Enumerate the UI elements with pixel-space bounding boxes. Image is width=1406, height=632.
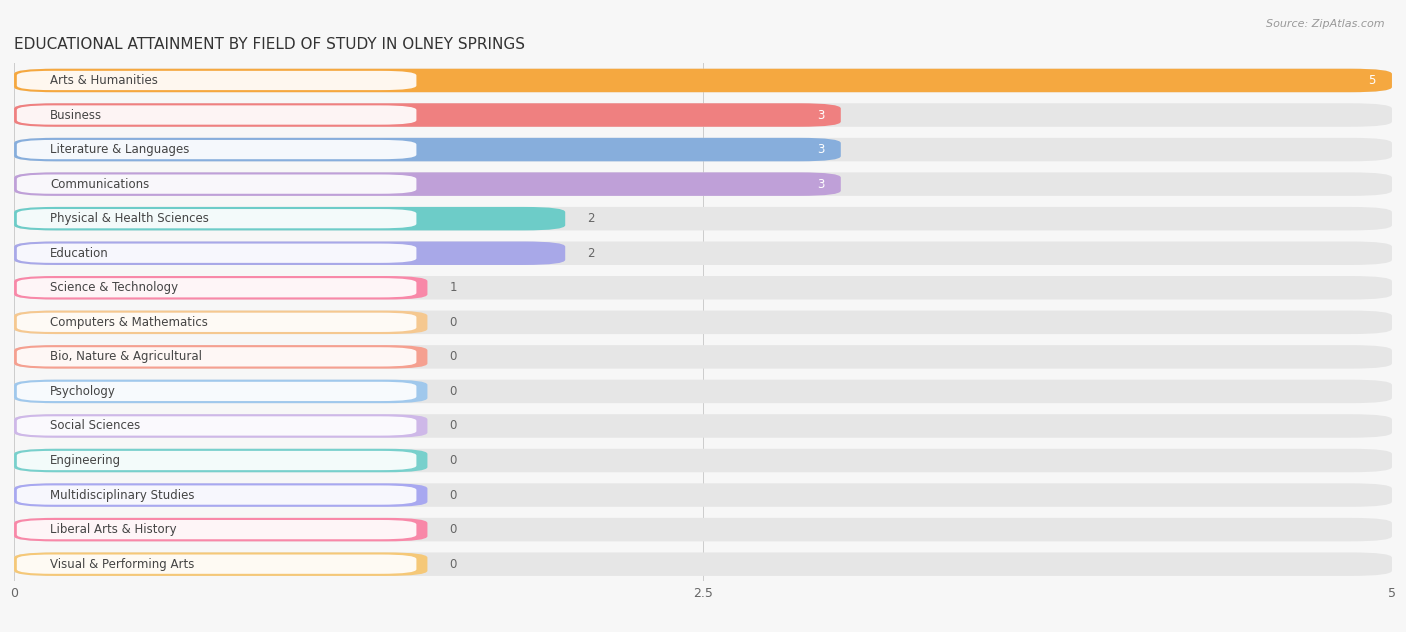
Text: 0: 0 bbox=[450, 420, 457, 432]
FancyBboxPatch shape bbox=[17, 520, 416, 539]
FancyBboxPatch shape bbox=[17, 382, 416, 401]
Text: Business: Business bbox=[49, 109, 103, 121]
FancyBboxPatch shape bbox=[14, 449, 427, 472]
FancyBboxPatch shape bbox=[14, 69, 1392, 92]
FancyBboxPatch shape bbox=[17, 278, 416, 298]
Text: Liberal Arts & History: Liberal Arts & History bbox=[49, 523, 177, 536]
Text: Multidisciplinary Studies: Multidisciplinary Studies bbox=[49, 489, 194, 502]
FancyBboxPatch shape bbox=[14, 380, 1392, 403]
FancyBboxPatch shape bbox=[17, 485, 416, 505]
FancyBboxPatch shape bbox=[14, 173, 841, 196]
FancyBboxPatch shape bbox=[14, 103, 841, 127]
Text: Literature & Languages: Literature & Languages bbox=[49, 143, 190, 156]
FancyBboxPatch shape bbox=[14, 414, 427, 438]
FancyBboxPatch shape bbox=[14, 310, 427, 334]
Text: Science & Technology: Science & Technology bbox=[49, 281, 179, 295]
Text: Visual & Performing Arts: Visual & Performing Arts bbox=[49, 557, 194, 571]
FancyBboxPatch shape bbox=[14, 449, 1392, 472]
Text: Psychology: Psychology bbox=[49, 385, 115, 398]
FancyBboxPatch shape bbox=[14, 552, 427, 576]
Text: 0: 0 bbox=[450, 557, 457, 571]
FancyBboxPatch shape bbox=[14, 138, 841, 161]
Text: 0: 0 bbox=[450, 523, 457, 536]
Text: 3: 3 bbox=[817, 109, 824, 121]
FancyBboxPatch shape bbox=[14, 483, 427, 507]
FancyBboxPatch shape bbox=[14, 207, 1392, 231]
Text: Engineering: Engineering bbox=[49, 454, 121, 467]
Text: Physical & Health Sciences: Physical & Health Sciences bbox=[49, 212, 208, 225]
FancyBboxPatch shape bbox=[17, 71, 416, 90]
FancyBboxPatch shape bbox=[14, 414, 1392, 438]
FancyBboxPatch shape bbox=[14, 173, 1392, 196]
FancyBboxPatch shape bbox=[17, 106, 416, 125]
Text: Education: Education bbox=[49, 246, 108, 260]
FancyBboxPatch shape bbox=[14, 518, 427, 542]
FancyBboxPatch shape bbox=[17, 174, 416, 194]
FancyBboxPatch shape bbox=[14, 276, 1392, 300]
FancyBboxPatch shape bbox=[14, 103, 1392, 127]
FancyBboxPatch shape bbox=[14, 483, 1392, 507]
Text: 0: 0 bbox=[450, 385, 457, 398]
FancyBboxPatch shape bbox=[14, 380, 427, 403]
Text: 3: 3 bbox=[817, 178, 824, 191]
FancyBboxPatch shape bbox=[17, 451, 416, 470]
Text: 1: 1 bbox=[450, 281, 457, 295]
Text: 0: 0 bbox=[450, 350, 457, 363]
FancyBboxPatch shape bbox=[14, 552, 1392, 576]
FancyBboxPatch shape bbox=[14, 241, 1392, 265]
FancyBboxPatch shape bbox=[14, 69, 1392, 92]
FancyBboxPatch shape bbox=[17, 554, 416, 574]
Text: Communications: Communications bbox=[49, 178, 149, 191]
FancyBboxPatch shape bbox=[14, 310, 1392, 334]
Text: 2: 2 bbox=[588, 246, 595, 260]
FancyBboxPatch shape bbox=[17, 416, 416, 435]
Text: 0: 0 bbox=[450, 489, 457, 502]
FancyBboxPatch shape bbox=[17, 140, 416, 159]
FancyBboxPatch shape bbox=[14, 518, 1392, 542]
Text: 3: 3 bbox=[817, 143, 824, 156]
Text: 0: 0 bbox=[450, 454, 457, 467]
Text: Bio, Nature & Agricultural: Bio, Nature & Agricultural bbox=[49, 350, 202, 363]
Text: 0: 0 bbox=[450, 316, 457, 329]
Text: 2: 2 bbox=[588, 212, 595, 225]
FancyBboxPatch shape bbox=[14, 138, 1392, 161]
Text: Arts & Humanities: Arts & Humanities bbox=[49, 74, 157, 87]
FancyBboxPatch shape bbox=[14, 345, 427, 368]
FancyBboxPatch shape bbox=[14, 207, 565, 231]
Text: EDUCATIONAL ATTAINMENT BY FIELD OF STUDY IN OLNEY SPRINGS: EDUCATIONAL ATTAINMENT BY FIELD OF STUDY… bbox=[14, 37, 524, 52]
FancyBboxPatch shape bbox=[17, 209, 416, 228]
FancyBboxPatch shape bbox=[17, 243, 416, 263]
Text: Computers & Mathematics: Computers & Mathematics bbox=[49, 316, 208, 329]
Text: Social Sciences: Social Sciences bbox=[49, 420, 141, 432]
Text: 5: 5 bbox=[1368, 74, 1375, 87]
FancyBboxPatch shape bbox=[14, 276, 427, 300]
FancyBboxPatch shape bbox=[17, 313, 416, 332]
Text: Source: ZipAtlas.com: Source: ZipAtlas.com bbox=[1267, 19, 1385, 29]
FancyBboxPatch shape bbox=[14, 241, 565, 265]
FancyBboxPatch shape bbox=[17, 347, 416, 367]
FancyBboxPatch shape bbox=[14, 345, 1392, 368]
